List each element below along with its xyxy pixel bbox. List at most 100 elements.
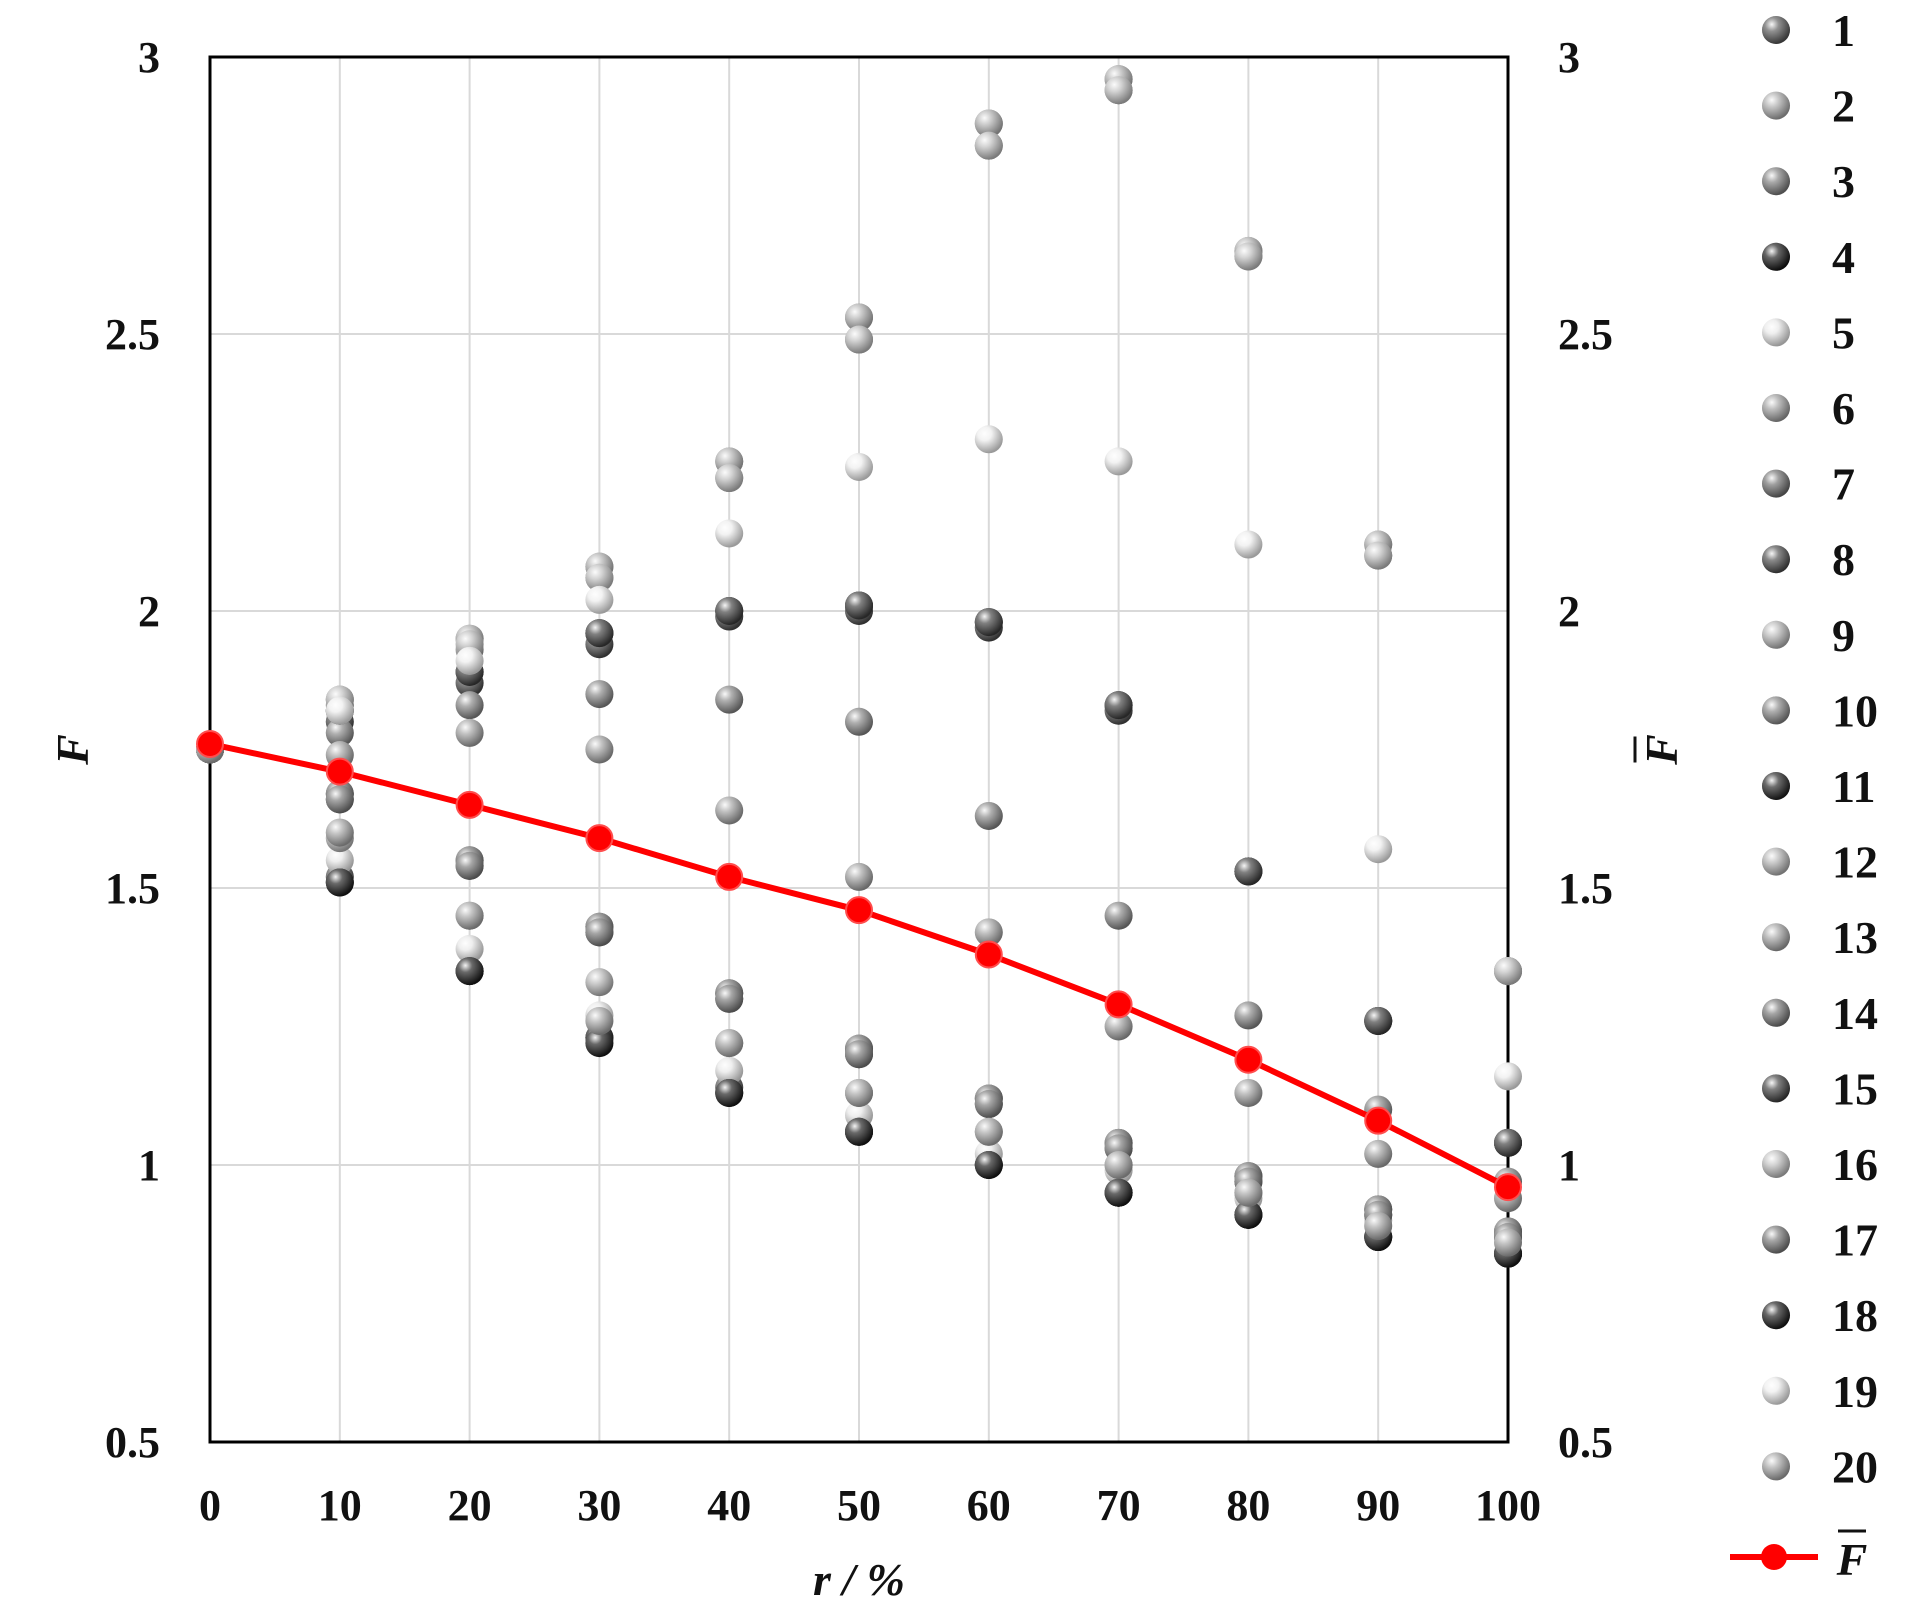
point-shine	[974, 425, 1003, 454]
x-tick-label: 30	[577, 1481, 621, 1530]
data-point	[974, 109, 1003, 138]
y-right-tick-label: 1	[1558, 1141, 1580, 1190]
point-shine	[1104, 447, 1133, 476]
point-shine	[715, 597, 744, 625]
point-shine	[845, 303, 873, 332]
data-point	[585, 735, 614, 764]
data-point	[325, 868, 354, 897]
point-shine	[585, 918, 614, 947]
legend-marker-shine	[1762, 16, 1790, 44]
legend-label: 17	[1832, 1215, 1878, 1266]
legend-item: 9	[1762, 610, 1855, 661]
legend-label: 13	[1832, 912, 1878, 963]
data-point	[1494, 1128, 1522, 1157]
legend-marker-shine	[1762, 923, 1790, 952]
data-point	[585, 968, 614, 997]
data-point	[845, 452, 873, 481]
y-right-tick-label: 3	[1558, 33, 1580, 82]
data-point	[455, 851, 484, 880]
legend-label: 20	[1832, 1441, 1878, 1492]
data-point	[974, 918, 1003, 947]
legend-item: 10	[1762, 685, 1878, 736]
legend-label: 6	[1832, 383, 1855, 434]
point-shine	[455, 691, 484, 720]
legend-label: 1	[1832, 5, 1855, 56]
gridlines	[209, 56, 1509, 1443]
x-tick-label: 90	[1356, 1481, 1400, 1530]
data-point	[845, 303, 873, 332]
legend-item: 4	[1762, 232, 1855, 283]
legend-item: 6	[1762, 383, 1855, 434]
point-shine	[845, 1117, 873, 1146]
legend-marker-shine	[1762, 242, 1790, 271]
legend-mean-marker	[1761, 1544, 1787, 1570]
point-shine	[585, 1006, 614, 1035]
data-point	[715, 464, 744, 493]
data-point	[585, 918, 614, 947]
y-left-tick-label: 0.5	[105, 1418, 160, 1467]
point-shine	[1364, 1006, 1393, 1035]
point-shine	[974, 608, 1003, 637]
point-shine	[325, 718, 354, 747]
data-point	[1234, 1001, 1263, 1030]
mean-point	[715, 862, 744, 891]
point-shine	[1104, 691, 1133, 720]
legend-marker-shine	[1762, 1074, 1790, 1103]
point-shine	[1104, 1151, 1133, 1179]
y-left-tick-label: 2.5	[105, 310, 160, 359]
data-point	[715, 1029, 744, 1058]
point-shine	[1104, 1012, 1133, 1041]
legend-item: 12	[1762, 837, 1878, 888]
data-point	[1234, 530, 1263, 559]
point-shine	[325, 818, 354, 847]
legend-marker-shine	[1762, 620, 1790, 649]
data-point	[845, 707, 873, 736]
legend-marker-shine	[1762, 167, 1790, 196]
mean-point	[1364, 1106, 1393, 1135]
data-point	[845, 1117, 873, 1146]
legend-item: 14	[1762, 988, 1878, 1039]
legend-marker-shine	[1762, 1376, 1790, 1405]
mean-series	[196, 729, 1522, 1202]
data-point	[1234, 1178, 1263, 1207]
data-point	[1364, 541, 1393, 570]
legend-item: 20	[1762, 1441, 1878, 1492]
data-point	[715, 1056, 744, 1085]
point-shine	[455, 934, 484, 963]
data-point	[585, 1029, 614, 1058]
mean-point	[1234, 1045, 1263, 1074]
scatter-points	[196, 65, 1522, 1268]
data-point	[325, 785, 354, 814]
legend-label: 9	[1832, 610, 1855, 661]
x-tick-label: 40	[707, 1481, 751, 1530]
y-right-tick-labels: 0.5 1 1.5 2 2.5 3	[1558, 33, 1613, 1467]
legend-marker-shine	[1762, 696, 1790, 725]
legend-marker-shine	[1762, 469, 1790, 498]
point-shine	[1234, 1178, 1263, 1207]
data-point	[1104, 691, 1133, 720]
legend-item: 2	[1762, 81, 1855, 132]
data-point	[715, 685, 744, 714]
y-right-axis-title-group: F	[1633, 734, 1687, 766]
data-point	[715, 984, 744, 1013]
x-tick-label: 60	[967, 1481, 1011, 1530]
data-point	[845, 1040, 873, 1069]
point-shine	[455, 957, 484, 986]
x-tick-label: 50	[837, 1481, 881, 1530]
data-point	[1104, 1151, 1133, 1179]
legend-item: 19	[1762, 1366, 1878, 1417]
data-point	[974, 1090, 1003, 1119]
data-point	[325, 696, 354, 725]
y-right-tick-label: 2	[1558, 587, 1580, 636]
data-point	[1494, 1062, 1522, 1091]
point-shine	[715, 464, 744, 493]
legend-item: 15	[1762, 1063, 1878, 1114]
legend-label: 12	[1832, 837, 1878, 888]
x-tick-label: 20	[448, 1481, 492, 1530]
y-right-tick-label: 1.5	[1558, 864, 1613, 913]
point-shine	[1364, 835, 1393, 864]
legend-marker-shine	[1762, 1452, 1790, 1481]
point-shine	[715, 1056, 744, 1085]
